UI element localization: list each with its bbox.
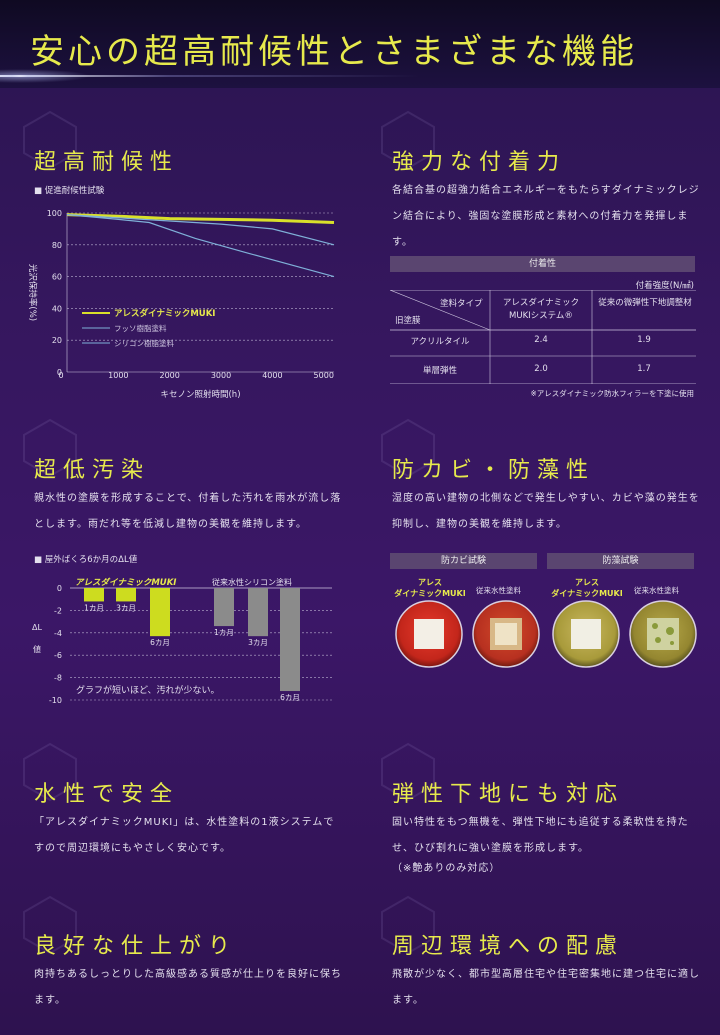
- muki-sample-label: アレス ダイナミックMUKI: [394, 578, 466, 598]
- y-axis-label: 光沢保持率(%): [27, 264, 38, 321]
- elastic-text: 固い特性をもつ無機を、弾性下地にも追従する柔軟性を持たせ、ひび割れに強い塗膜を形…: [392, 817, 689, 854]
- adhesion-head-type: 塗料タイプ: [440, 299, 483, 309]
- stain-bar-chart: 0 -2 -4 -6 -8 -10 ΔL 値 アレスダイナミックMUKI 従来水性シリコン塗料 1カ…: [32, 577, 332, 705]
- adhesion-heading: 強力な付着力: [392, 150, 567, 175]
- adhesion-col1: アレスダイナミックMUKIシステム®: [502, 298, 580, 321]
- chart-caption: グラフが短いほど、汚れが少ない。: [76, 684, 220, 696]
- bar-label: 6カ月: [150, 638, 170, 647]
- bar-label: 1カ月: [84, 603, 104, 612]
- light-flare-line: [0, 75, 420, 77]
- petri-dish-icon: [472, 600, 540, 668]
- bar-label: 3カ月: [248, 638, 268, 647]
- bar-label: 3カ月: [116, 603, 136, 612]
- conventional-sample-label: 従来水性塗料: [634, 586, 679, 595]
- stain-heading: 超低汚染: [34, 458, 151, 483]
- x-axis-label: キセノン照射時間(h): [160, 389, 240, 400]
- table-row-name: 単層弾性: [422, 366, 457, 376]
- weather-chart-label: ■ 促進耐候性試験: [34, 186, 105, 196]
- petri-dish-icon: [395, 600, 463, 668]
- group-label: アレスダイナミックMUKI: [75, 577, 176, 588]
- stain-text: 親水性の塗膜を形成することで、付着した汚れを雨水が流し落とします。雨だれ等を低減…: [34, 493, 342, 530]
- table-cell: 1.9: [637, 335, 651, 345]
- env-heading: 周辺環境への配慮: [392, 934, 625, 959]
- mold-text: 湿度の高い建物の北側などで発生しやすい、カビや藻の発生を抑制し、建物の美観を維持…: [392, 493, 700, 530]
- legend-label: シリコン樹脂塗料: [114, 338, 174, 348]
- hex-decoration-icon: [381, 895, 435, 955]
- table-cell: 1.7: [637, 364, 651, 374]
- x-tick-label: 2000: [160, 371, 180, 380]
- x-tick-label: 3000: [211, 371, 231, 380]
- adhesion-head-old: 旧塗膜: [395, 316, 421, 326]
- muki-sample-label: アレス ダイナミックMUKI: [551, 578, 623, 598]
- page-title: 安心の超高耐候性とさまざまな機能: [30, 32, 638, 72]
- y-tick-label: -2: [54, 606, 62, 615]
- petri-dish-samples: [395, 600, 697, 668]
- hex-decoration-icon: [381, 742, 435, 802]
- series-line: [66, 213, 335, 224]
- mold-test-label: 防カビ試験: [390, 553, 537, 569]
- elastic-heading: 弾性下地にも対応: [392, 782, 625, 807]
- group-label: 従来水性シリコン塗料: [212, 577, 292, 587]
- x-tick-label: 4000: [262, 371, 282, 380]
- finish-text: 肉持ちあるしっとりした高級感ある質感が仕上りを良好に保ちます。: [34, 969, 342, 1006]
- bar: [116, 588, 136, 602]
- y-tick-label: -4: [54, 629, 62, 638]
- y-tick-label: 0: [57, 368, 62, 377]
- y-tick-label: 60: [52, 273, 62, 282]
- adhesion-col2: 従来の微弾性下地調整材: [598, 298, 692, 308]
- hex-decoration-icon: [381, 418, 435, 478]
- y-tick-label: -8: [54, 674, 62, 683]
- table-cell: 2.4: [534, 335, 548, 345]
- legend-label: フッソ樹脂塗料: [114, 323, 167, 333]
- safe-text: 「アレスダイナミックMUKI」は、水性塗料の1液システムですので周辺環境にもやさ…: [34, 817, 335, 854]
- y-tick-label: 20: [52, 336, 62, 345]
- hex-decoration-icon: [23, 742, 77, 802]
- adhesion-note: ※アレスダイナミック防水フィラーを下塗に使用: [530, 389, 694, 398]
- y-tick-label: 0: [57, 584, 62, 593]
- stain-chart-label: ■ 屋外ばくろ6か月のΔL値: [34, 555, 138, 565]
- legend-label: アレスダイナミックMUKI: [114, 308, 215, 319]
- x-tick-label: 1000: [108, 371, 128, 380]
- algae-test-label: 防藻試験: [547, 553, 694, 569]
- hex-decoration-icon: [381, 110, 435, 170]
- finish-heading: 良好な仕上がり: [34, 934, 238, 959]
- y-axis-label: ΔL: [32, 623, 42, 632]
- series-line: [66, 214, 335, 278]
- hex-decoration-icon: [23, 895, 77, 955]
- hex-decoration-icon: [23, 110, 77, 170]
- elastic-note: （※艶ありのみ対応）: [392, 863, 501, 874]
- adhesion-table-title: 付着性: [390, 256, 695, 272]
- mold-heading: 防カビ・防藻性: [392, 458, 596, 483]
- bar: [248, 588, 268, 637]
- conventional-sample-label: 従来水性塗料: [476, 586, 521, 595]
- x-tick-label: 5000: [314, 371, 334, 380]
- y-tick-label: -10: [49, 696, 62, 705]
- bar-label: 1カ月: [214, 628, 234, 637]
- petri-dish-icon: [552, 600, 620, 668]
- bar-label: 6カ月: [280, 693, 300, 702]
- bar: [280, 588, 300, 692]
- bar: [84, 588, 104, 602]
- petri-dish-icon: [629, 600, 697, 668]
- adhesion-unit: 付着強度(N/㎟): [635, 281, 694, 291]
- table-row-name: アクリルタイル: [410, 337, 470, 347]
- bar: [150, 588, 170, 637]
- hex-decoration-icon: [23, 418, 77, 478]
- adhesion-text: 各結合基の超強力結合エネルギーをもたらすダイナミックレジン結合により、強固な塗膜…: [392, 185, 700, 248]
- y-axis-label: 値: [33, 644, 41, 654]
- light-flare: [0, 62, 160, 90]
- table-cell: 2.0: [534, 364, 548, 374]
- weather-heading: 超高耐候性: [34, 150, 180, 175]
- y-tick-label: 80: [52, 241, 62, 250]
- y-tick-label: 100: [47, 209, 62, 218]
- series-line: [66, 214, 335, 246]
- safe-heading: 水性で安全: [34, 782, 180, 807]
- bar: [214, 588, 234, 627]
- env-text: 飛散が少なく、都市型高層住宅や住宅密集地に建つ住宅に適します。: [392, 969, 700, 1006]
- adhesion-table: [390, 290, 696, 384]
- y-tick-label: -6: [54, 651, 62, 660]
- y-tick-label: 40: [52, 304, 62, 313]
- x-tick-label: 0: [58, 371, 63, 380]
